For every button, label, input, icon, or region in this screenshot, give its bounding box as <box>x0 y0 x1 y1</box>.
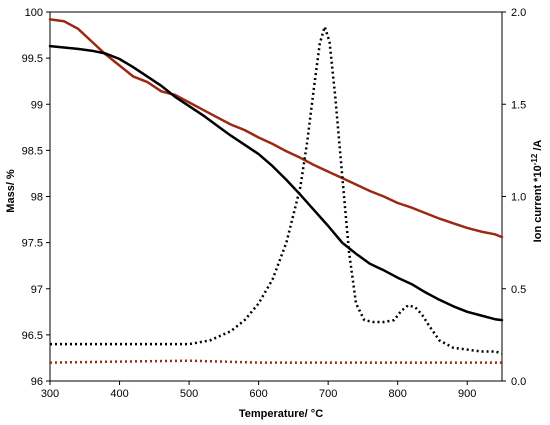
y2-tick-label: 1.0 <box>511 192 526 204</box>
tick-labels: 300 400 500 600 700 800 900 96 96.5 97 97.5 98 98.5 9… <box>22 7 527 400</box>
y-tick-label: 99.5 <box>22 53 43 65</box>
y2-tick-label: 1.5 <box>511 99 526 111</box>
x-tick-label: 600 <box>249 388 267 400</box>
series-line-3 <box>50 25 503 355</box>
y2-tick-label: 0.0 <box>511 376 526 388</box>
plot-border <box>49 11 503 382</box>
axis-titles: Temperature/ °C Mass/ % Ion current *10-… <box>5 140 544 420</box>
y-tick-label: 97 <box>31 284 43 296</box>
y-tick-label: 99 <box>31 99 43 111</box>
y-tick-label: 100 <box>25 7 43 19</box>
x-tick-label: 400 <box>110 388 128 400</box>
y-tick-label: 96.5 <box>22 330 43 342</box>
y-axis-title: Mass/ % <box>5 169 17 213</box>
x-tick-label: 300 <box>41 388 59 400</box>
y-tick-label: 97.5 <box>22 238 43 250</box>
series-line-2 <box>48 44 504 322</box>
plot-area <box>49 11 503 382</box>
x-tick-label: 700 <box>319 388 337 400</box>
y-tick-label: 98.5 <box>22 145 43 157</box>
y-tick-label: 98 <box>31 192 43 204</box>
x-tick-label: 500 <box>180 388 198 400</box>
x-axis-title: Temperature/ °C <box>239 408 323 420</box>
y2-tick-label: 2.0 <box>511 7 526 19</box>
series-layer <box>48 18 504 364</box>
y-tick-label: 96 <box>31 376 43 388</box>
series-line-4 <box>49 359 502 364</box>
series-line-1 <box>48 18 504 239</box>
x-tick-label: 800 <box>389 388 407 400</box>
x-tick-label: 900 <box>458 388 476 400</box>
y2-axis-title: Ion current *10-12 /A <box>530 140 544 243</box>
y2-tick-label: 0.5 <box>511 284 526 296</box>
